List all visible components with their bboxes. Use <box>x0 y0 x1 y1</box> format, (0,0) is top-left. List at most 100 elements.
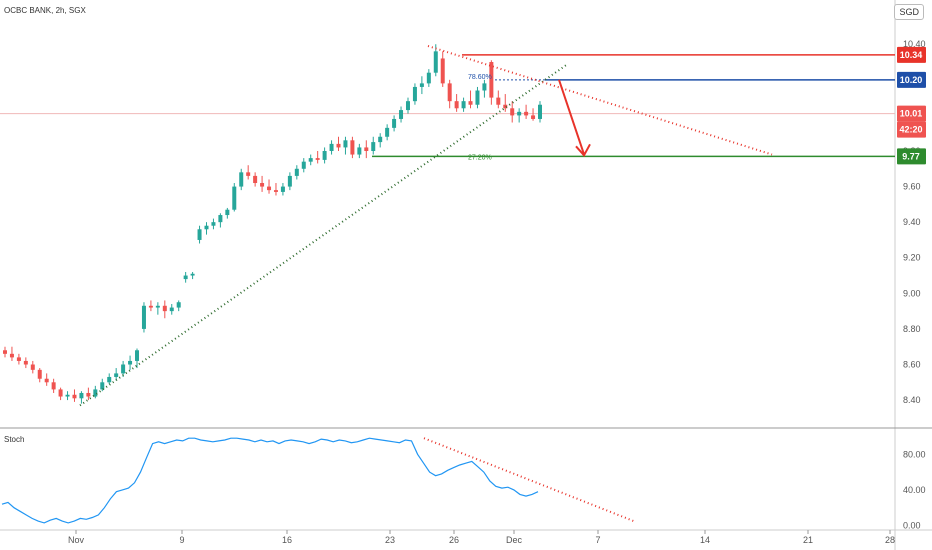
candle-body <box>287 175 292 187</box>
level-tag-label: 9.77 <box>902 151 920 161</box>
time-tick-label: 23 <box>385 535 395 545</box>
candle-body <box>135 350 140 361</box>
candle-body <box>392 118 397 128</box>
candle-body <box>3 350 7 354</box>
candle-body <box>58 389 63 397</box>
candle-body <box>322 150 327 160</box>
candle-body <box>308 158 313 162</box>
candle-body <box>23 360 28 365</box>
candle-body <box>253 175 258 184</box>
candle-body <box>114 373 119 377</box>
time-tick-label: 26 <box>449 535 459 545</box>
candle-body <box>86 392 91 397</box>
candle-body <box>475 90 480 105</box>
price-tick-label: 9.60 <box>903 182 921 192</box>
candle-body <box>246 172 251 176</box>
candle-body <box>336 143 341 148</box>
candle-body <box>350 140 355 155</box>
stoch-line <box>1 437 539 524</box>
candle-body <box>267 186 272 191</box>
candle-body <box>9 353 14 358</box>
currency-button[interactable]: SGD <box>894 4 924 20</box>
price-tick-label: 8.60 <box>903 360 921 370</box>
candle-body <box>357 147 362 155</box>
candle-body <box>385 127 390 137</box>
candle-body <box>399 110 404 119</box>
time-tick-label: 21 <box>803 535 813 545</box>
candle-body <box>538 104 542 119</box>
candle-body <box>65 394 70 397</box>
time-tick-label: 9 <box>179 535 184 545</box>
candle-body <box>371 142 376 151</box>
candle-body <box>169 307 174 312</box>
candle-body <box>176 302 181 308</box>
candle-body <box>503 104 508 109</box>
time-tick-label: Nov <box>68 535 85 545</box>
candle-body <box>218 215 223 223</box>
candle-body <box>440 58 445 84</box>
candle-body <box>454 101 459 109</box>
candle-body <box>183 275 188 280</box>
candle-body <box>37 369 42 379</box>
candle-body <box>273 190 278 192</box>
level-tag-label: 10.34 <box>900 50 923 60</box>
candle-body <box>433 51 438 73</box>
price-tick-label: 10.40 <box>903 39 926 49</box>
candle-body <box>301 161 306 169</box>
candle-body <box>294 168 299 176</box>
candle-body <box>93 389 98 397</box>
chart-title: OCBC BANK, 2h, SGX <box>4 6 86 15</box>
candle-body <box>16 357 21 361</box>
candle-body <box>524 111 529 116</box>
candle-body <box>72 394 77 399</box>
candle-body <box>482 83 487 91</box>
time-tick-label: 16 <box>282 535 292 545</box>
candle-body <box>121 364 126 374</box>
candle-body <box>190 273 195 276</box>
stoch-label: Stoch <box>4 435 25 444</box>
forecast-arrowhead <box>575 143 591 158</box>
candle-body <box>378 136 383 143</box>
price-tick-label: 9.00 <box>903 288 921 298</box>
forecast-arrow <box>558 79 585 155</box>
fib-label-27: 27.20% <box>468 154 492 161</box>
candle-body <box>197 229 202 240</box>
level-tag-current <box>897 105 926 122</box>
level-tag-red <box>897 46 926 63</box>
candle-body <box>260 183 265 187</box>
candle-body <box>107 376 112 383</box>
candle-body <box>100 382 105 390</box>
candle-body <box>141 305 146 329</box>
candle-body <box>232 186 237 210</box>
candle-body <box>329 143 334 151</box>
candle-body <box>315 158 320 160</box>
price-tick-label: 9.40 <box>903 217 921 227</box>
candle-body <box>517 111 522 116</box>
fib-label-78: 78.60% <box>468 74 492 81</box>
uptrend-line <box>79 62 569 407</box>
stoch-tick-label: 40.00 <box>903 485 926 495</box>
candle-body <box>468 101 473 105</box>
candle-body <box>51 382 56 390</box>
level-tag-label: 42:20 <box>899 125 922 135</box>
time-tick-label: 14 <box>700 535 710 545</box>
candle-body <box>343 140 348 148</box>
candle-body <box>225 209 230 216</box>
price-tick-label: 8.80 <box>903 324 921 334</box>
candle-body <box>79 392 84 399</box>
candle-body <box>162 305 167 312</box>
candle-body <box>447 83 452 102</box>
candle-body <box>412 86 417 102</box>
candle-body <box>30 364 35 370</box>
candle-body <box>461 101 466 109</box>
level-tag-green <box>897 148 926 165</box>
candle-body <box>155 305 160 308</box>
candle-body <box>496 97 501 105</box>
candle-body <box>510 108 515 116</box>
stoch-tick-label: 80.00 <box>903 449 926 459</box>
level-tag-label: 10.20 <box>900 75 923 85</box>
time-tick-label: 7 <box>595 535 600 545</box>
candle-body <box>489 62 494 98</box>
candle-body <box>204 225 209 230</box>
